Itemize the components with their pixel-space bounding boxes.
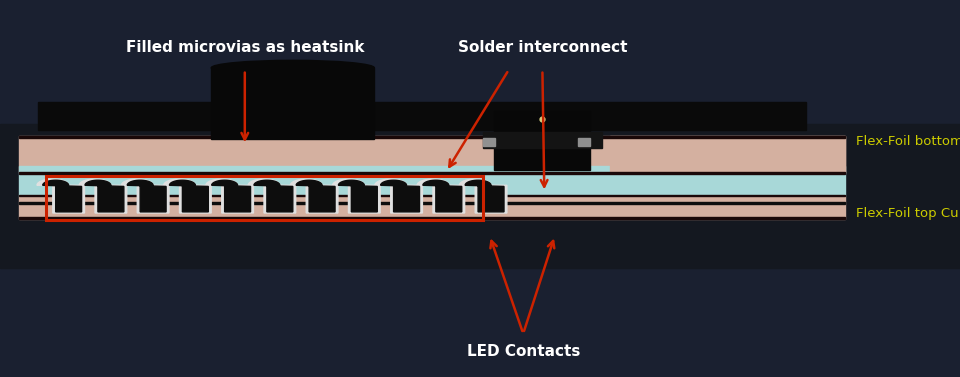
Bar	[211, 68, 374, 139]
Polygon shape	[465, 180, 504, 212]
Bar	[483, 138, 495, 146]
Polygon shape	[374, 179, 422, 213]
Polygon shape	[163, 179, 211, 213]
Bar	[46, 176, 483, 220]
Bar	[19, 136, 845, 173]
Polygon shape	[127, 180, 166, 212]
Text: Flex-Foil top Cu: Flex-Foil top Cu	[856, 207, 959, 219]
Bar	[19, 196, 845, 219]
Bar	[19, 195, 845, 196]
Polygon shape	[121, 179, 169, 213]
Polygon shape	[422, 180, 462, 212]
Polygon shape	[417, 179, 465, 213]
Bar	[19, 172, 845, 174]
Polygon shape	[290, 179, 338, 213]
Bar	[19, 217, 845, 219]
Text: Solder interconnect: Solder interconnect	[458, 40, 627, 55]
Polygon shape	[36, 179, 84, 213]
Polygon shape	[459, 179, 507, 213]
Bar	[610, 136, 845, 173]
Bar	[19, 166, 845, 196]
Polygon shape	[380, 180, 420, 212]
Text: Flex-Foil bottom Cu: Flex-Foil bottom Cu	[856, 135, 960, 148]
Polygon shape	[332, 179, 380, 213]
Polygon shape	[79, 179, 127, 213]
Polygon shape	[248, 179, 296, 213]
Polygon shape	[338, 180, 377, 212]
Bar	[38, 102, 806, 130]
Polygon shape	[85, 180, 124, 212]
Polygon shape	[169, 180, 208, 212]
Bar	[578, 138, 590, 146]
Bar	[0, 124, 960, 268]
Bar	[19, 136, 845, 138]
Polygon shape	[296, 180, 335, 212]
Bar	[483, 132, 602, 148]
Bar	[494, 111, 590, 170]
Polygon shape	[205, 179, 253, 213]
Ellipse shape	[211, 60, 374, 75]
Polygon shape	[253, 180, 293, 212]
Text: Filled microvias as heatsink: Filled microvias as heatsink	[126, 40, 364, 55]
Polygon shape	[211, 180, 251, 212]
Polygon shape	[42, 180, 82, 212]
Bar	[19, 202, 845, 204]
Text: LED Contacts: LED Contacts	[467, 344, 580, 359]
